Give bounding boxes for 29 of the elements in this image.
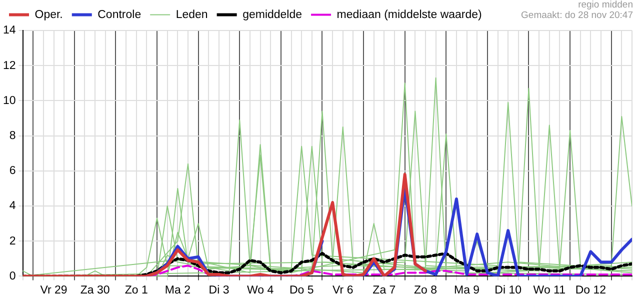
legend-label: mediaan (middelste waarde) [336,8,482,21]
y-tick-label: 12 [2,60,16,72]
legend-label: gemiddelde [242,8,302,21]
legend-label: Oper. [34,8,63,21]
y-tick-label: 6 [9,165,16,178]
y-tick-label: 4 [9,200,16,212]
y-tick-label: 10 [2,94,16,107]
x-tick-label: Di 10 [494,284,522,296]
x-tick-label: Do 12 [575,284,606,296]
legend-label: Controle [98,8,142,21]
x-tick-label: Ma 2 [164,284,190,296]
x-tick-label: Wo 4 [246,284,274,296]
x-tick-label: Vr 29 [40,284,68,296]
x-tick-label: Zo 1 [124,284,148,296]
legend-label: Leden [176,8,208,21]
y-tick-label: 0 [9,270,16,282]
x-tick-label: Zo 8 [414,284,437,296]
x-tick-label: Za 30 [80,284,110,296]
x-tick-label: Vr 6 [332,284,354,296]
x-tick-label: Di 3 [208,284,230,296]
y-tick-label: 2 [9,235,16,248]
text: regio midden [578,0,633,10]
x-tick-label: Wo 11 [533,284,566,296]
text: Gemaakt: do 28 nov 20:47 [521,10,633,21]
y-tick-label: 8 [9,130,16,142]
y-tick-label: 14 [2,24,16,37]
x-tick-label: Za 7 [372,284,396,296]
x-tick-label: Do 5 [289,284,314,296]
x-tick-label: Ma 9 [454,284,480,296]
